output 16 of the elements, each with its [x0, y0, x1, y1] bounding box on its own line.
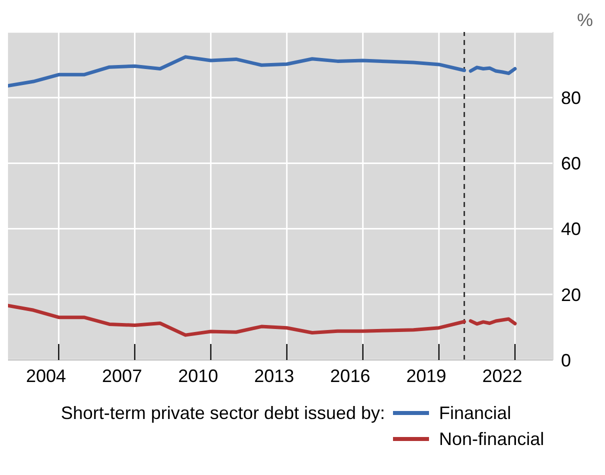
y-tick-label: 80 — [561, 88, 582, 108]
legend-label: Non-financial — [439, 428, 544, 451]
x-tick-label: 2022 — [482, 366, 522, 386]
x-tick-label: 2019 — [406, 366, 446, 386]
y-tick-label: 0 — [561, 350, 572, 370]
y-tick-label: 20 — [561, 284, 582, 305]
x-tick-label: 2013 — [254, 366, 294, 386]
x-tick-label: 2007 — [102, 366, 142, 386]
x-tick-label: 2016 — [330, 366, 370, 386]
y-tick-label: 60 — [561, 154, 582, 174]
legend-title: Short-term private sector debt issued by: — [60, 402, 386, 425]
legend-label: Financial — [439, 402, 512, 425]
y-tick-label: 40 — [561, 219, 582, 240]
x-tick-label: 2004 — [26, 366, 66, 386]
y-axis-title: % — [576, 9, 594, 32]
x-tick-label: 2010 — [178, 366, 218, 386]
